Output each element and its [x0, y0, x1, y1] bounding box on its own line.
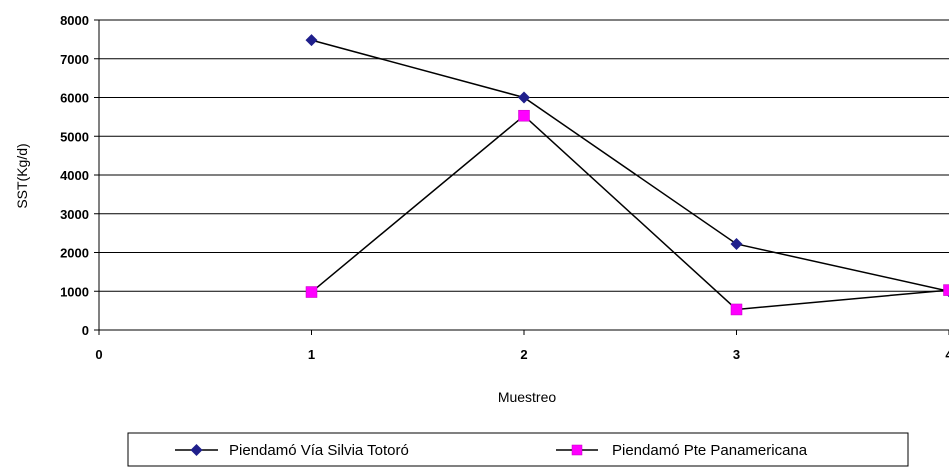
y-axis-title: SST(Kg/d) — [14, 143, 30, 208]
y-tick-labels: 0 1000 2000 3000 4000 5000 6000 7000 8000 — [60, 13, 89, 338]
legend-label-2: Piendamó Pte Panamericana — [612, 442, 808, 459]
x-tick-label: 0 — [95, 347, 102, 362]
x-tick-label: 1 — [308, 347, 315, 362]
gridlines — [94, 19, 949, 335]
x-tick-label: 4 — [945, 347, 949, 362]
x-tick-labels: 0 1 2 3 4 — [95, 347, 949, 362]
data-point-diamond — [730, 237, 743, 250]
y-tick-label: 5000 — [60, 129, 89, 144]
data-point-square — [305, 286, 318, 298]
legend-marker-2 — [571, 444, 583, 456]
data-point-square — [943, 284, 949, 296]
y-tick-label: 4000 — [60, 168, 89, 183]
data-point-diamond — [305, 34, 318, 47]
x-tick-label: 3 — [733, 347, 740, 362]
y-tick-label: 1000 — [60, 284, 89, 299]
y-tick-label: 6000 — [60, 91, 89, 106]
x-tick-label: 2 — [520, 347, 527, 362]
series-group — [305, 34, 949, 316]
x-axis-title: Muestreo — [498, 389, 557, 405]
legend-label-1: Piendamó Vía Silvia Totoró — [229, 442, 409, 459]
axes — [98, 20, 949, 331]
y-tick-label: 8000 — [60, 13, 89, 28]
legend: Piendamó Vía Silvia Totoró Piendamó Pte … — [127, 432, 909, 467]
series-line-1 — [311, 39, 949, 292]
data-point-square — [518, 109, 530, 122]
y-tick-label: 7000 — [60, 52, 89, 67]
data-point-square — [730, 303, 743, 316]
legend-marker-1 — [190, 444, 203, 456]
legend-box — [127, 432, 909, 467]
y-tick-label: 0 — [82, 323, 89, 338]
y-tick-label: 3000 — [60, 207, 89, 222]
series-line-2 — [311, 114, 949, 311]
y-tick-label: 2000 — [60, 246, 89, 261]
data-point-diamond — [518, 91, 530, 104]
